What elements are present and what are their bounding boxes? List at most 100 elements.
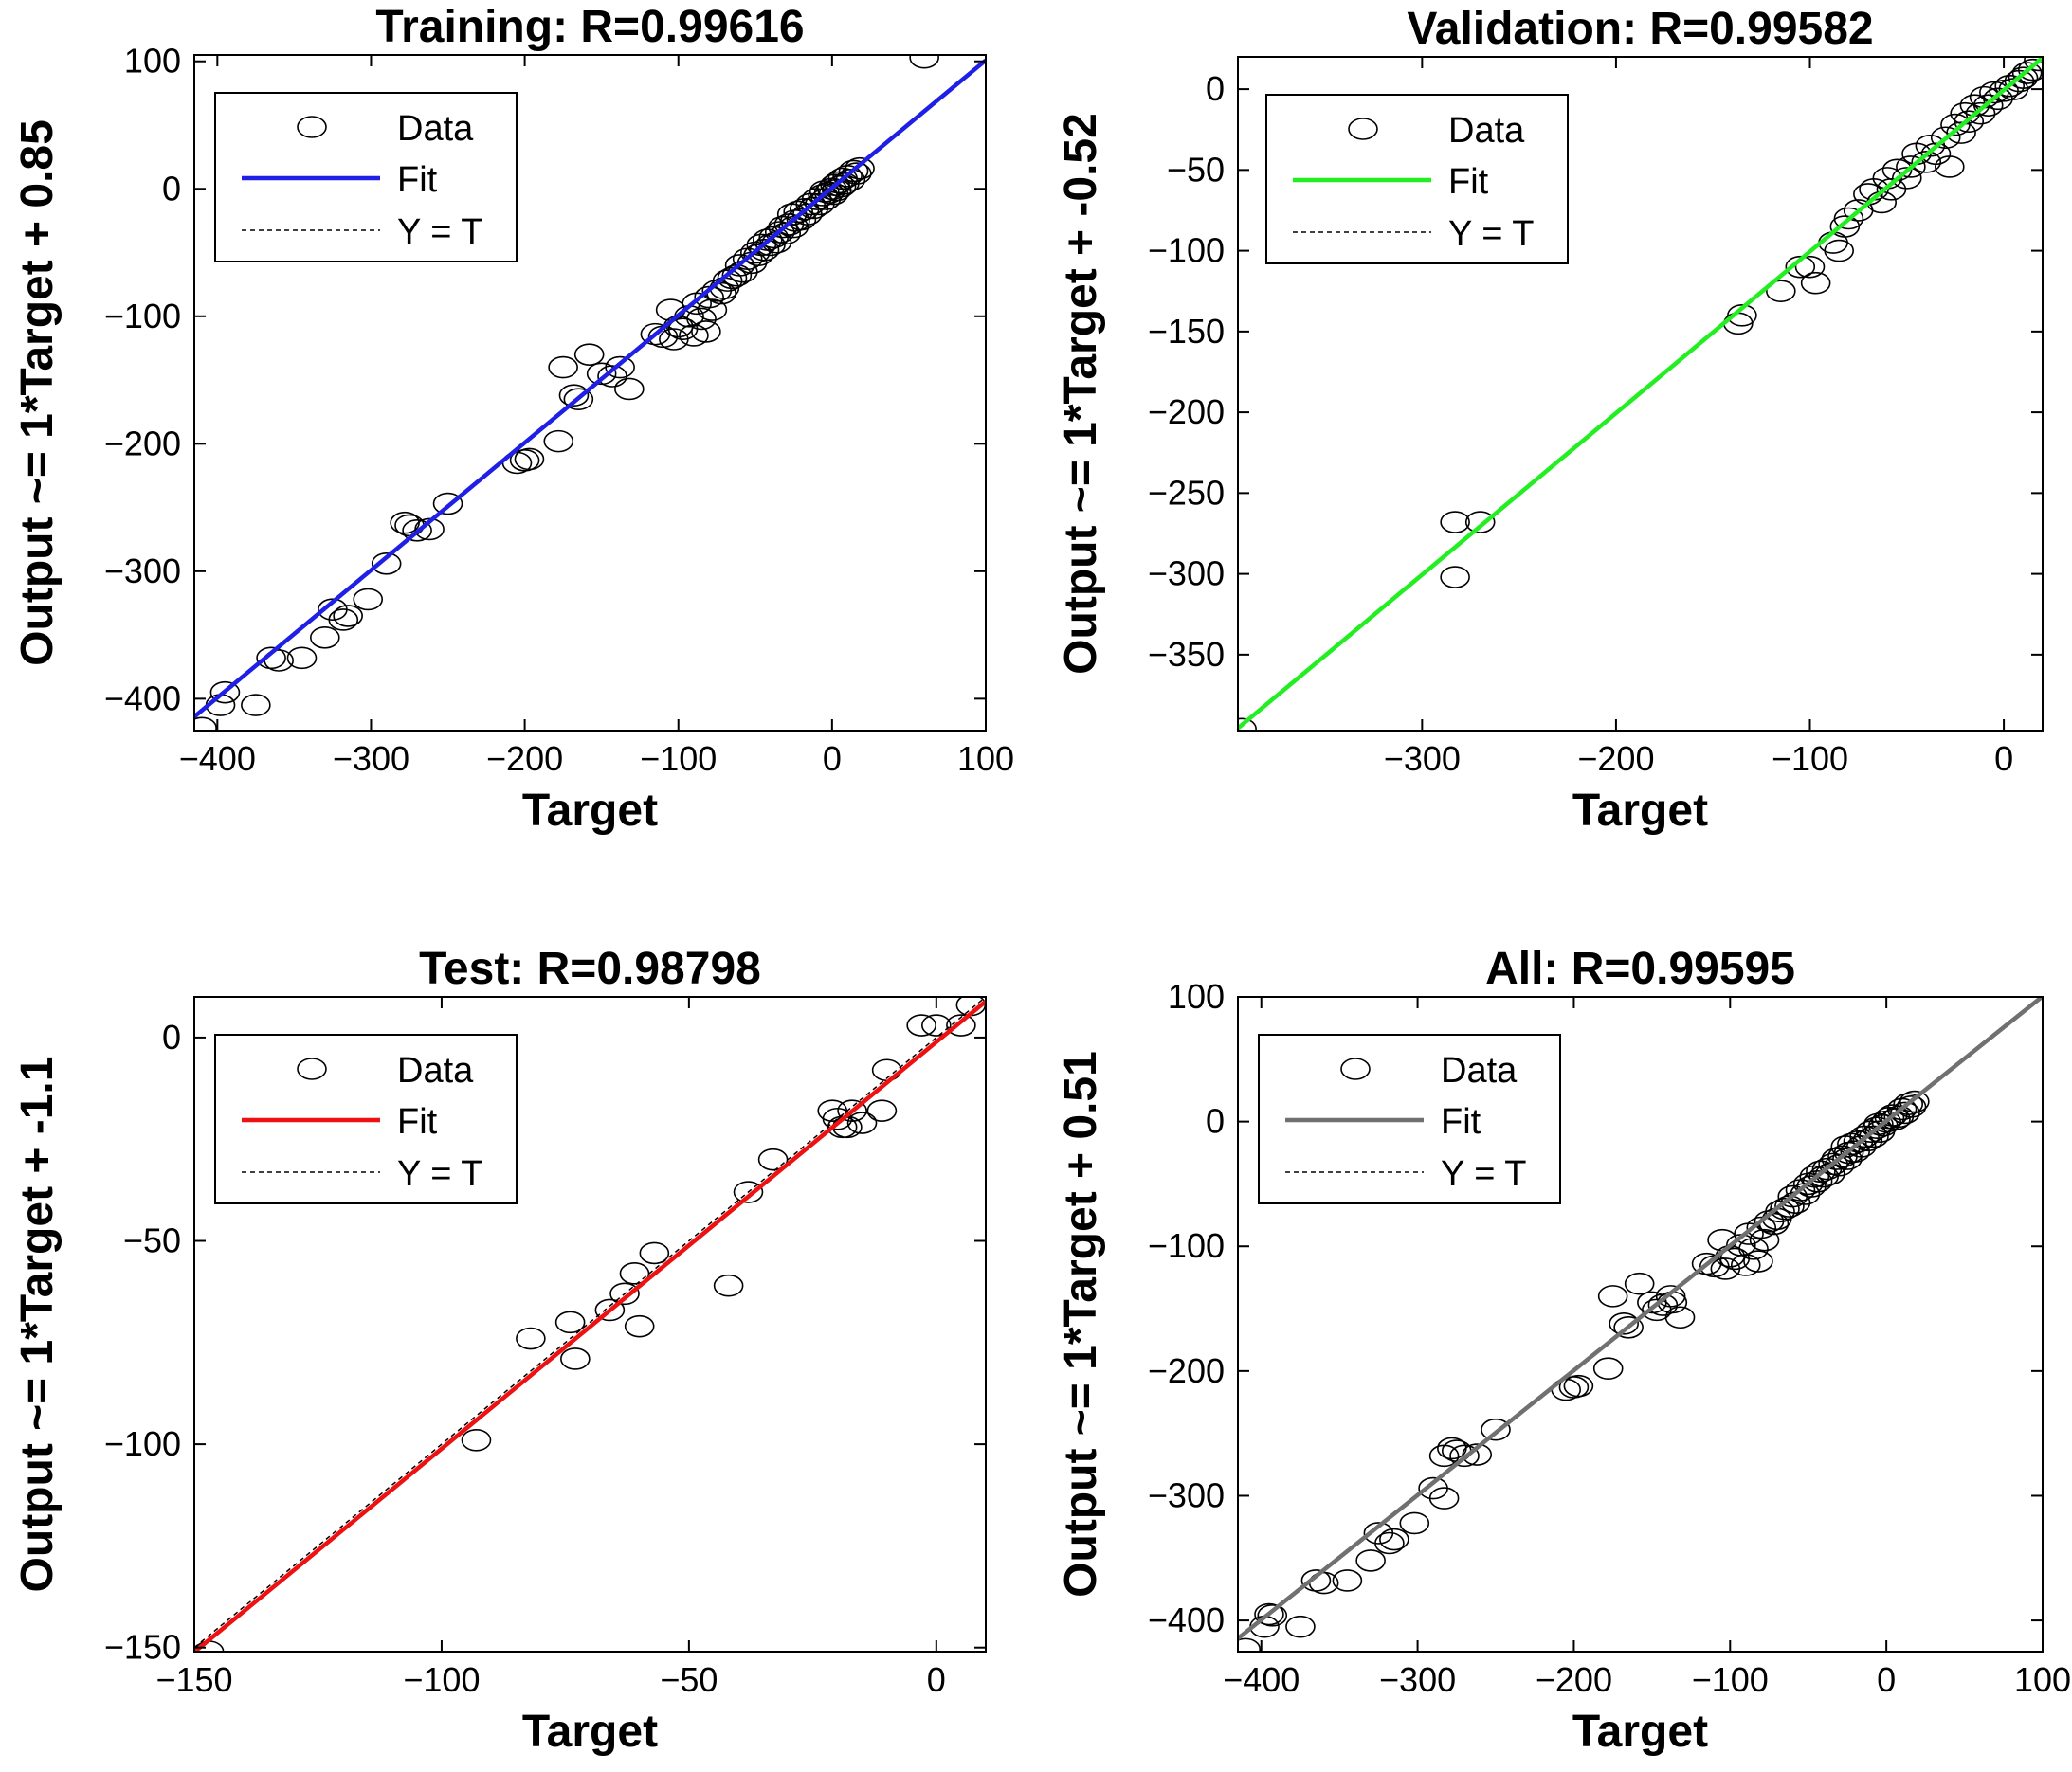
- legend-fit-label: Fit: [397, 160, 438, 200]
- data-point: [1770, 1197, 1800, 1221]
- yt-reference-line: [194, 997, 986, 1649]
- data-point: [755, 233, 786, 257]
- data-point: [605, 355, 635, 379]
- data-point: [573, 343, 605, 366]
- data-point: [461, 1429, 492, 1452]
- data-point: [1824, 1153, 1855, 1177]
- data-point: [686, 307, 717, 331]
- legend: Data Fit Y = T: [214, 1034, 518, 1204]
- y-tick-label: −300: [1148, 554, 1225, 593]
- data-point: [2008, 66, 2039, 89]
- data-point: [1238, 1637, 1262, 1652]
- data-point: [1379, 1528, 1409, 1551]
- data-point: [1624, 1272, 1655, 1295]
- x-axis-label: Target: [1572, 1707, 1708, 1757]
- x-axis-label: Target: [1572, 786, 1708, 836]
- chart-title: Validation: R=0.99582: [1407, 4, 1873, 54]
- y-tick-label: −100: [104, 297, 181, 335]
- data-point: [1285, 1615, 1316, 1638]
- y-tick-label: −400: [1148, 1600, 1225, 1639]
- y-tick-label: −300: [104, 551, 181, 590]
- data-point: [786, 208, 817, 231]
- data-point: [1440, 566, 1470, 588]
- legend-yt-label: Y = T: [1448, 214, 1535, 254]
- legend: Data Fit Y = T: [1265, 94, 1569, 264]
- axes-frame: [193, 996, 987, 1653]
- data-point: [558, 384, 590, 407]
- data-point: [328, 608, 359, 631]
- x-tick-label: −50: [660, 1660, 718, 1699]
- data-point: [717, 266, 748, 290]
- x-tick-label: −150: [155, 1660, 232, 1699]
- legend-data-marker: [1340, 1058, 1371, 1080]
- data-point: [1563, 1374, 1594, 1398]
- y-tick-label: −200: [1148, 1351, 1225, 1390]
- data-point: [543, 429, 574, 453]
- data-point: [946, 1014, 976, 1037]
- legend-fit-label: Fit: [397, 1102, 438, 1142]
- legend-data-label: Data: [1448, 111, 1525, 151]
- data-point: [749, 239, 780, 262]
- data-point: [614, 377, 645, 401]
- y-tick-label: −100: [104, 1424, 181, 1463]
- data-point: [554, 1311, 586, 1334]
- data-point: [624, 1314, 655, 1338]
- chart-title: Test: R=0.98798: [419, 944, 761, 994]
- data-point: [1890, 1101, 1920, 1125]
- legend-data-label: Data: [397, 1051, 474, 1091]
- fit-line: [194, 58, 986, 719]
- x-tick-label: −100: [403, 1660, 480, 1699]
- data-point: [1730, 1254, 1761, 1276]
- data-point: [560, 1347, 591, 1370]
- data-point: [514, 447, 545, 471]
- data-point: [697, 298, 728, 321]
- panel-test: −150 −100 −50 0 −150 −100 −50 0 Test: R=0.98798 T…: [12, 944, 987, 1757]
- x-tick-label: −300: [333, 739, 409, 778]
- axes-frame: [1237, 996, 2044, 1653]
- data-point: [1481, 1418, 1511, 1441]
- data-point: [1896, 1095, 1927, 1118]
- y-tick-label: 0: [162, 169, 181, 208]
- x-tick-label: 0: [1994, 739, 2013, 778]
- y-tick-label: −200: [104, 424, 181, 462]
- data-point: [1609, 1312, 1639, 1335]
- y-tick-label: −150: [104, 1628, 181, 1667]
- data-point: [548, 355, 578, 379]
- data-point: [310, 625, 340, 649]
- data-point: [1891, 167, 1922, 190]
- data-point: [694, 285, 724, 309]
- data-point: [691, 320, 721, 343]
- data-point: [1833, 207, 1864, 230]
- x-tick-label: 0: [823, 739, 842, 778]
- data-point: [1935, 155, 1965, 178]
- legend-yt-label: Y = T: [1441, 1154, 1527, 1194]
- legend-fit-label: Fit: [1448, 162, 1489, 202]
- data-point: [371, 551, 402, 575]
- data-point: [1449, 1444, 1480, 1468]
- plot-layer: [1238, 57, 2043, 731]
- data-point: [679, 324, 709, 347]
- data-point: [906, 1014, 936, 1037]
- plot-layer: [1238, 997, 2043, 1652]
- data-point: [1840, 1140, 1870, 1164]
- data-point: [333, 605, 363, 627]
- data-point: [209, 680, 241, 704]
- y-tick-label: −300: [1148, 1475, 1225, 1514]
- data-point: [1332, 1569, 1363, 1592]
- data-point: [594, 1298, 626, 1322]
- axes-frame: [193, 54, 987, 732]
- data-point: [909, 55, 939, 69]
- data-point: [1799, 1165, 1830, 1188]
- data-point: [609, 1282, 640, 1306]
- data-point: [1746, 1216, 1777, 1239]
- data-point: [1743, 1250, 1773, 1273]
- legend-data-marker: [297, 116, 327, 138]
- data-point: [1954, 110, 1985, 134]
- data-point: [1802, 1169, 1833, 1193]
- y-tick-label: −200: [1148, 392, 1225, 431]
- plot-layer: [194, 55, 986, 731]
- data-point: [1893, 1093, 1924, 1115]
- legend: Data Fit Y = T: [214, 92, 518, 262]
- data-point: [1613, 1315, 1644, 1339]
